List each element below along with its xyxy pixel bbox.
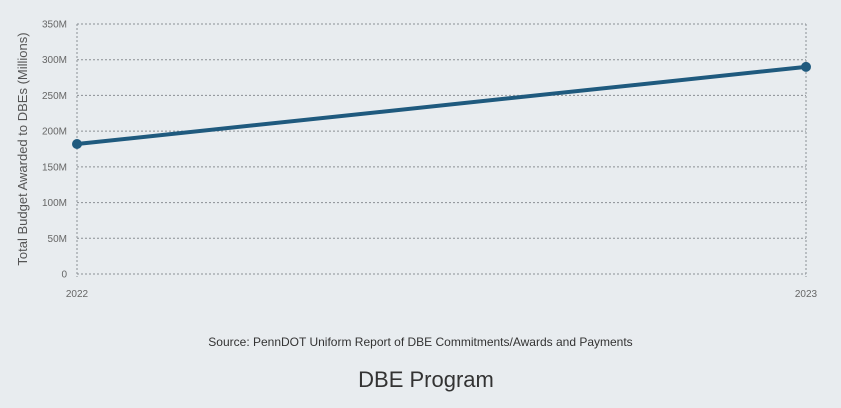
y-tick-label: 100M [42, 198, 67, 209]
y-tick-label: 200M [42, 127, 67, 138]
y-tick-label: 0 [61, 270, 67, 281]
series [72, 61, 811, 149]
y-tick-label: 150M [42, 162, 67, 173]
x-tick-label: 2023 [795, 289, 818, 300]
series-line [75, 64, 808, 146]
y-tick-label: 300M [42, 55, 67, 66]
y-tick-labels: 0 50M 100M 150M 200M 250M 300M 350M [42, 20, 67, 281]
source-note: Source: PennDOT Uniform Report of DBE Co… [208, 335, 633, 349]
x-tick-labels: 2022 2023 [66, 289, 818, 300]
data-point[interactable] [72, 139, 82, 149]
chart-caption: DBE Program [358, 367, 494, 392]
line-chart: 0 50M 100M 150M 200M 250M 300M 350M 2022 2023 To… [15, 20, 818, 301]
y-tick-label: 350M [42, 20, 67, 31]
y-tick-label: 50M [48, 234, 67, 245]
y-tick-label: 250M [42, 91, 67, 102]
y-axis-title: Total Budget Awarded to DBEs (Millions) [15, 32, 30, 265]
data-point[interactable] [801, 61, 811, 72]
x-tick-label: 2022 [66, 289, 89, 300]
grid-lines [76, 23, 807, 277]
